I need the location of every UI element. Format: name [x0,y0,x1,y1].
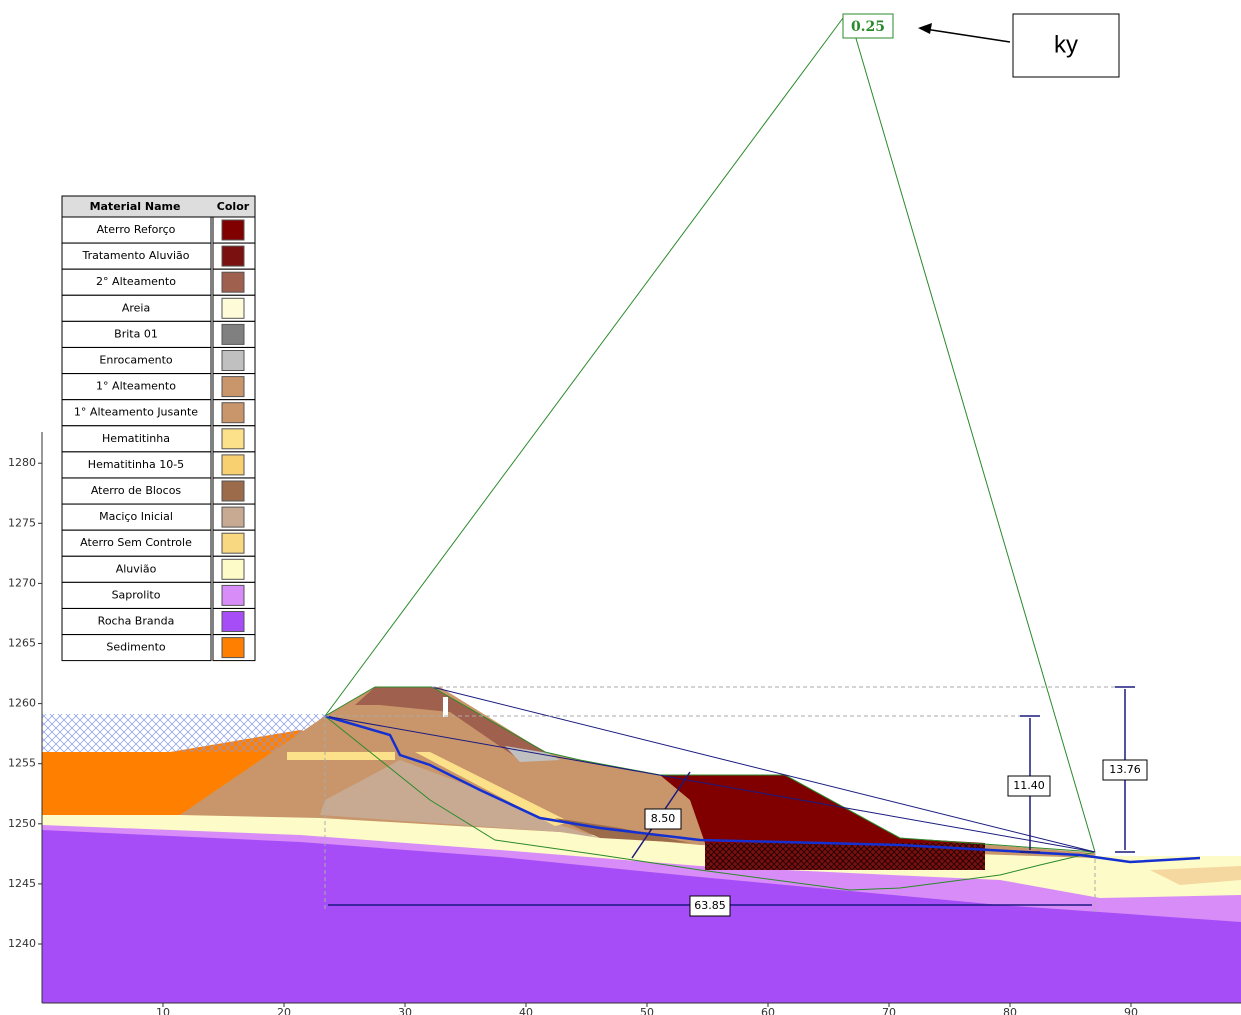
legend-swatch [222,481,244,501]
legend-name: Tratamento Aluvião [81,249,189,262]
x-tick-label: 40 [519,1006,533,1015]
legend-name: Aterro Sem Controle [80,536,192,549]
ky-arrow [925,29,1010,42]
y-tick-label: 1280 [8,456,36,469]
dimension-label: 13.76 [1109,763,1141,776]
y-tick-label: 1240 [8,937,36,950]
legend-swatch [222,351,244,371]
ky-value: 0.25 [851,19,885,35]
legend-name: Maciço Inicial [99,510,173,523]
body: 1240 1245 1250 1255 1260 1265 1270 1275 1280 10 20… [0,0,1241,1015]
legend-swatch [222,455,244,475]
y-tick-label: 1245 [8,877,36,890]
legend-name: Rocha Branda [98,615,175,628]
legend-swatch [222,638,244,658]
legend-name: 1° Alteamento Jusante [74,406,198,419]
page: Slope section {"legend":{"headers":["Mat… [0,0,1241,1015]
y-tick-label: 1255 [8,757,36,770]
legend-swatch [222,272,244,292]
legend-swatch [222,220,244,240]
legend-swatch [222,533,244,553]
legend-swatch [222,429,244,449]
x-tick-label: 90 [1124,1006,1138,1015]
legend-name: 1° Alteamento [96,380,176,393]
legend-name: Aterro de Blocos [91,484,182,497]
legend-name: Hematitinha [102,432,170,445]
x-tick-label: 20 [277,1006,291,1015]
legend-name: Aluvião [116,562,157,575]
legend-header: Material Name [90,200,181,213]
y-tick-label: 1270 [8,576,36,589]
legend-name: Areia [122,301,150,314]
legend-swatch [222,377,244,397]
legend-swatch [222,585,244,605]
x-tick-label: 80 [1003,1006,1017,1015]
x-tick-label: 50 [640,1006,654,1015]
legend-swatch [222,246,244,266]
legend-swatch [222,559,244,579]
y-tick-label: 1275 [8,516,36,529]
y-tick-label: 1260 [8,697,36,710]
legend-name: 2° Alteamento [96,275,176,288]
dimension-label: 8.50 [651,812,676,825]
x-tick-label: 10 [156,1006,170,1015]
legend: Material Name Color Aterro Reforço Tratamen… [62,196,255,661]
legend-name: Brita 01 [114,327,158,340]
x-tick-label: 30 [398,1006,412,1015]
legend-name: Hematitinha 10-5 [88,458,184,471]
ky-arrowhead [918,23,932,34]
legend-header: Color [217,200,250,213]
ky-line-right [850,18,1095,852]
ky-line-left [325,18,843,716]
legend-swatch [222,507,244,527]
drain [443,697,448,717]
x-tick-label: 60 [761,1006,775,1015]
ky-label: ky [1054,31,1078,58]
dimension-label: 63.85 [694,899,726,912]
section-view: 1240 1245 1250 1255 1260 1265 1270 1275 1280 10 20… [0,0,1241,1015]
legend-name: Enrocamento [99,354,172,367]
legend-swatch [222,298,244,318]
legend-swatch [222,612,244,632]
legend-swatch [222,403,244,423]
dimension-label: 11.40 [1013,779,1045,792]
legend-name: Aterro Reforço [97,223,176,236]
legend-name: Sedimento [106,641,166,654]
y-tick-label: 1250 [8,817,36,830]
y-tick-label: 1265 [8,637,36,650]
legend-name: Saprolito [112,588,161,601]
legend-swatch [222,324,244,344]
x-tick-label: 70 [882,1006,896,1015]
aterro-reforco [660,775,985,843]
